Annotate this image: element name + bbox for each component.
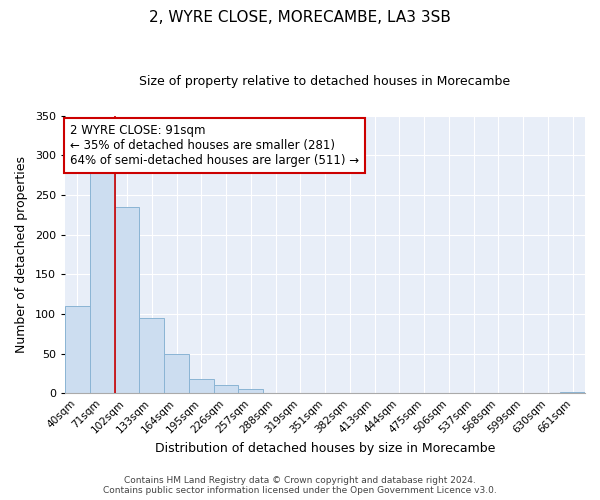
Bar [115, 207, 139, 394]
Text: 2, WYRE CLOSE, MORECAMBE, LA3 3SB: 2, WYRE CLOSE, MORECAMBE, LA3 3SB [149, 10, 451, 25]
Bar [65, 306, 90, 394]
Bar [164, 354, 189, 394]
Text: 2 WYRE CLOSE: 91sqm
← 35% of detached houses are smaller (281)
64% of semi-detac: 2 WYRE CLOSE: 91sqm ← 35% of detached ho… [70, 124, 359, 167]
Bar [139, 318, 164, 394]
Bar [189, 379, 214, 394]
Title: Size of property relative to detached houses in Morecambe: Size of property relative to detached ho… [139, 75, 511, 88]
X-axis label: Distribution of detached houses by size in Morecambe: Distribution of detached houses by size … [155, 442, 495, 455]
Bar [337, 392, 362, 394]
Bar [238, 390, 263, 394]
Text: Contains HM Land Registry data © Crown copyright and database right 2024.
Contai: Contains HM Land Registry data © Crown c… [103, 476, 497, 495]
Bar [263, 392, 288, 394]
Y-axis label: Number of detached properties: Number of detached properties [15, 156, 28, 353]
Bar [560, 392, 585, 394]
Bar [214, 384, 238, 394]
Bar [90, 172, 115, 394]
